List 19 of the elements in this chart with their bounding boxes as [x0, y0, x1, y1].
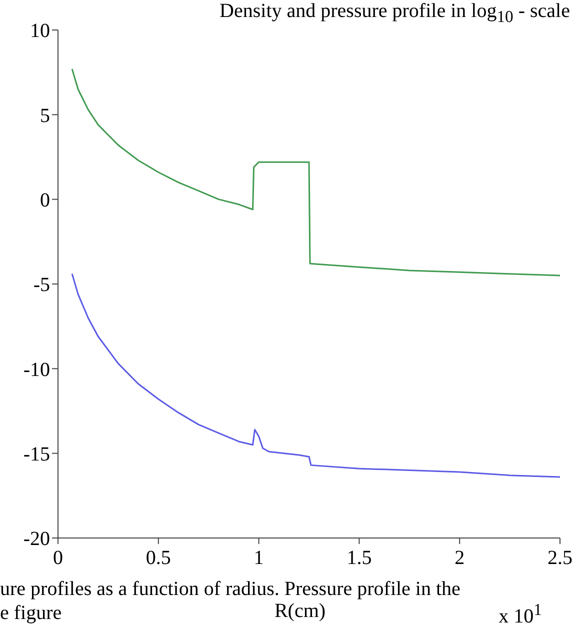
- y-tick-label: -10: [23, 358, 50, 381]
- x-tick-label: 2.5: [548, 547, 572, 570]
- chart-title: Density and pressure profile in log$_{10}$ - scale: [218, 0, 570, 27]
- y-tick-label: 5: [40, 104, 50, 127]
- y-tick-label: 10: [30, 20, 50, 42]
- line-series: [71, 68, 560, 276]
- x-tick-label: 2: [454, 547, 465, 570]
- x-tick-label: 1: [254, 547, 264, 570]
- y-tick-label: -5: [33, 274, 50, 296]
- y-tick-label: -15: [23, 443, 50, 466]
- x-tick-label: 0.5: [146, 547, 171, 570]
- x-tick-label: 1.5: [346, 547, 372, 570]
- text: x 10$^{1}$: [498, 600, 542, 624]
- text: ure profiles as a function of radius. Pressure profile in the: [0, 578, 460, 601]
- y-tick-label: -20: [23, 528, 50, 550]
- x-axis-title: R(cm): [273, 600, 327, 623]
- y-tick-label: 0: [40, 189, 50, 212]
- line-series: [71, 273, 560, 478]
- text: e figure: [0, 602, 62, 624]
